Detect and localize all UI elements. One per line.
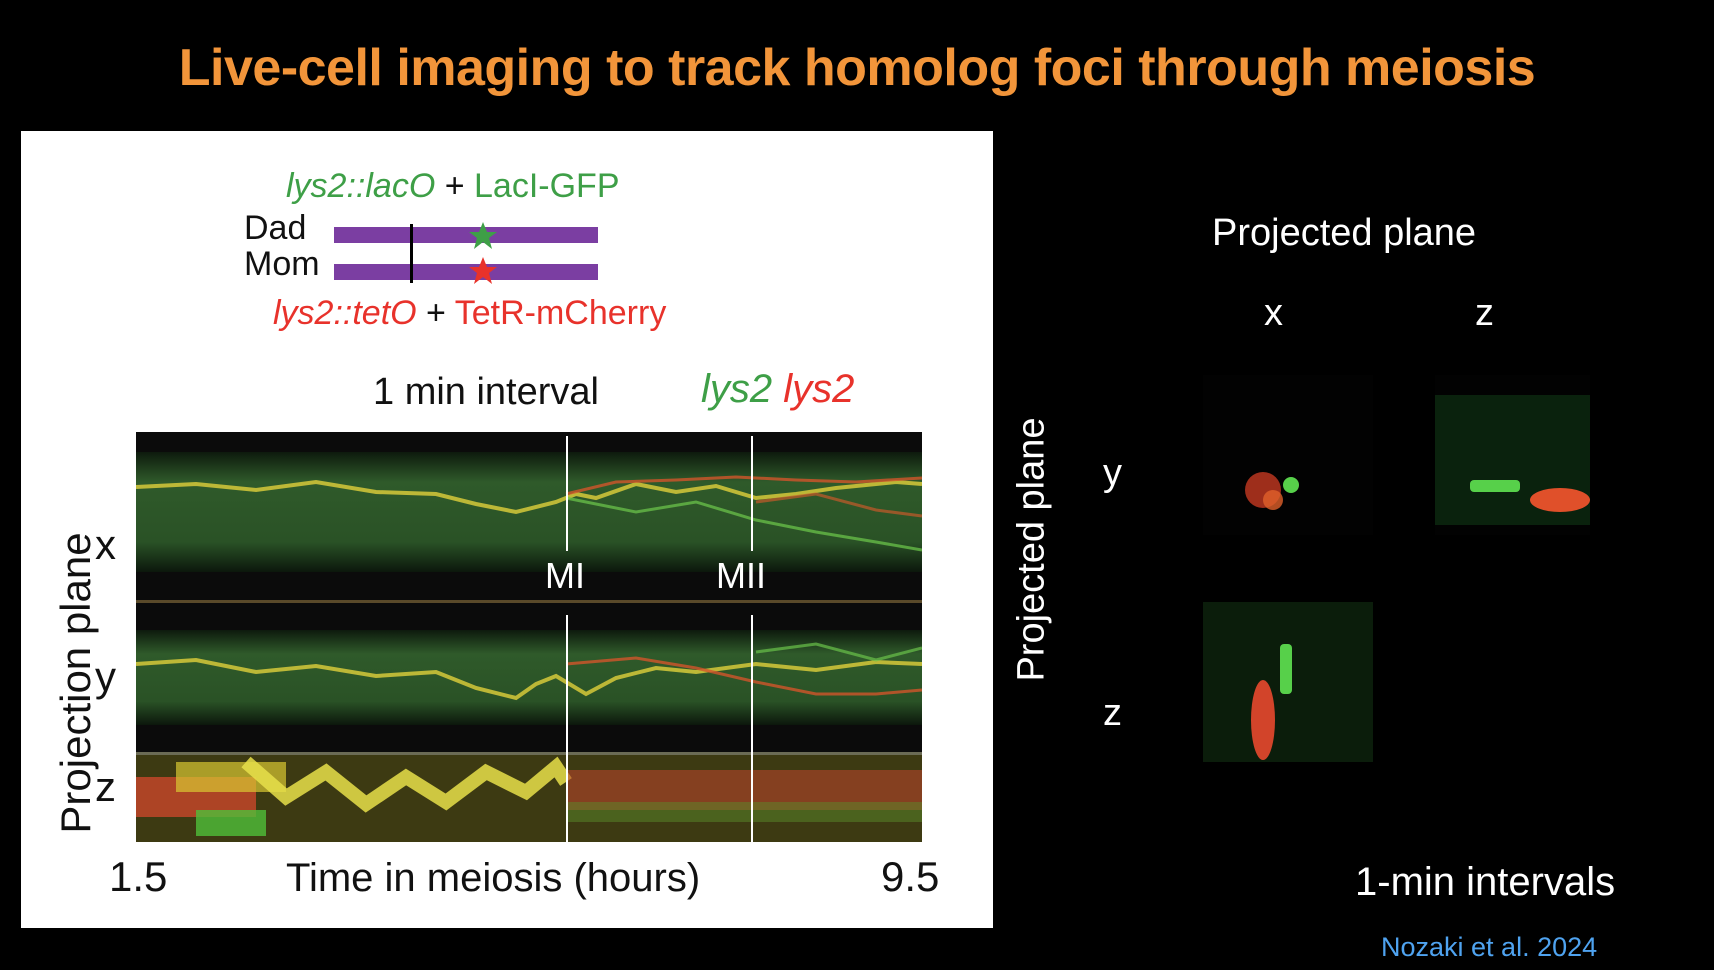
dad-label: Dad — [244, 209, 307, 247]
kymograph-figure: lys2::lacO + LacI-GFP Dad Mom lys2::tetO… — [21, 131, 993, 928]
legend-gfp-plus: + — [435, 167, 475, 205]
kymograph-image — [135, 452, 926, 842]
projection-panel-xy — [1203, 375, 1373, 535]
red-star-icon — [469, 257, 497, 284]
time-end: 9.5 — [881, 853, 940, 900]
slide-title: Live-cell imaging to track homolog foci … — [178, 39, 1536, 97]
axis-label-time: Time in meiosis (hours) — [286, 856, 701, 900]
mii-line-lower — [751, 615, 753, 842]
channel-red: lys2 — [783, 367, 855, 411]
projection-image-zy — [1435, 395, 1590, 525]
channel-labels: lys2 lys2 — [701, 367, 854, 412]
mom-chromosome — [334, 264, 598, 280]
time-start: 1.5 — [109, 853, 168, 900]
row-label-x: x — [95, 521, 116, 568]
row-label-z: z — [95, 763, 116, 810]
interval-footer: 1-min intervals — [1355, 860, 1616, 904]
legend-mcherry: lys2::tetO + TetR-mCherry — [273, 294, 666, 333]
col-label-z: z — [1475, 292, 1494, 334]
projection-panel-zy — [1435, 375, 1590, 535]
legend-gfp: lys2::lacO + LacI-GFP — [286, 167, 620, 206]
interval-label: 1 min interval — [373, 371, 599, 413]
kymograph-area — [135, 432, 926, 842]
row-label-y-right: y — [1103, 452, 1122, 494]
legend-gfp-protein: LacI-GFP — [474, 167, 620, 205]
mi-line-upper — [566, 436, 568, 551]
mom-label: Mom — [244, 245, 320, 283]
green-star-icon — [469, 222, 497, 249]
axis-label-projection: Projection plane — [52, 532, 99, 834]
marker-mii: MII — [716, 555, 766, 596]
legend-mcherry-plus: + — [416, 294, 455, 332]
marker-mi: MI — [545, 555, 585, 596]
legend-mcherry-protein: TetR-mCherry — [454, 294, 667, 332]
projection-image-xy — [1245, 472, 1299, 510]
mii-line-upper — [751, 436, 753, 551]
legend-gfp-locus: lys2::lacO — [286, 167, 436, 205]
row-label-y: y — [95, 653, 116, 700]
mi-line-lower — [566, 615, 568, 842]
projection-panel-xz — [1203, 602, 1373, 762]
projected-plane-side-label: Projected plane — [1010, 417, 1053, 682]
citation: Nozaki et al. 2024 — [1381, 932, 1598, 962]
projected-plane-header: Projected plane — [1212, 212, 1477, 254]
dad-chromosome — [334, 227, 598, 243]
col-label-x: x — [1264, 292, 1283, 334]
projection-image-xz — [1203, 602, 1373, 762]
row-label-z-right: z — [1103, 692, 1122, 734]
legend-mcherry-locus: lys2::tetO — [273, 294, 417, 332]
centromere-mark — [410, 224, 413, 283]
channel-green: lys2 — [701, 367, 773, 411]
